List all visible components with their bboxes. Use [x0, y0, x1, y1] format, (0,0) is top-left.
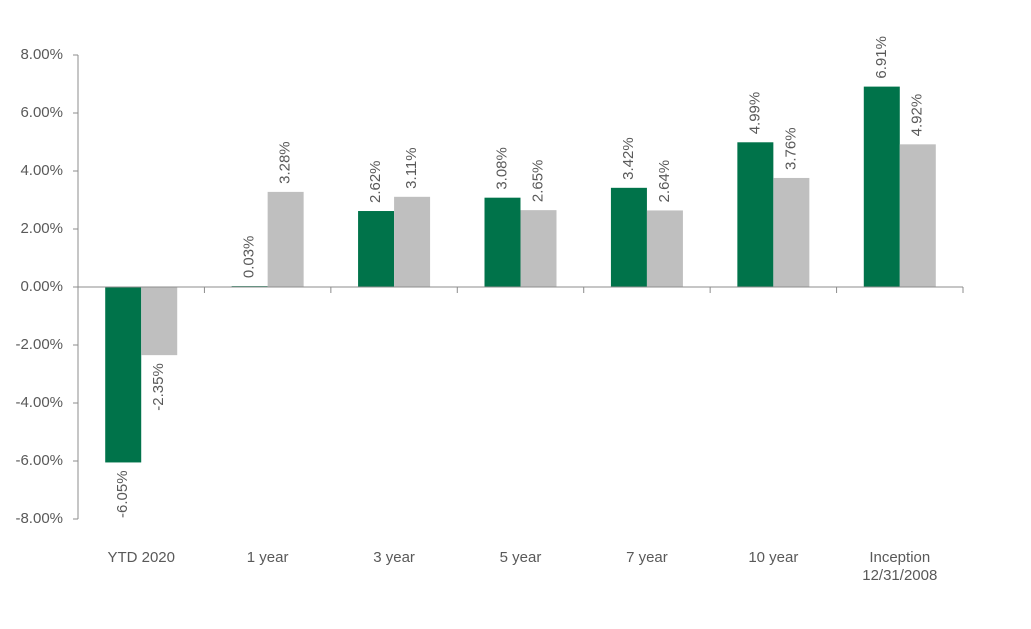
- x-tick-label: 5 year: [500, 549, 542, 566]
- y-tick-label: -4.00%: [15, 394, 63, 411]
- data-label: 3.08%: [493, 147, 510, 190]
- y-tick-label: 0.00%: [20, 278, 63, 295]
- y-tick-label: -2.00%: [15, 336, 63, 353]
- bar: [105, 287, 142, 463]
- data-label: 3.11%: [403, 147, 420, 188]
- bar: [520, 210, 557, 287]
- x-tick-label: 3 year: [373, 549, 415, 566]
- data-label: 2.62%: [367, 160, 384, 203]
- data-label: 4.99%: [746, 92, 763, 135]
- bar: [737, 142, 774, 287]
- x-tick-label: 7 year: [626, 549, 668, 566]
- bar: [358, 211, 395, 287]
- x-tick-label: 1 year: [247, 549, 289, 566]
- data-label: 2.64%: [656, 160, 673, 203]
- data-label: 3.76%: [782, 127, 799, 170]
- bar: [267, 191, 304, 287]
- x-tick-label: 10 year: [748, 549, 798, 566]
- data-label: 3.42%: [620, 137, 637, 180]
- x-tick-label: YTD 2020: [107, 549, 175, 566]
- data-label: 2.65%: [529, 160, 546, 203]
- bar: [141, 287, 178, 356]
- bar: [484, 197, 521, 287]
- data-label: 3.28%: [277, 141, 294, 184]
- data-label: 4.92%: [909, 94, 926, 137]
- data-label: 6.91%: [873, 36, 890, 79]
- y-tick-label: 8.00%: [20, 46, 63, 63]
- data-label: 0.03%: [241, 236, 258, 279]
- y-tick-label: 6.00%: [20, 104, 63, 121]
- bar: [773, 177, 810, 287]
- data-label: -6.05%: [114, 470, 131, 518]
- bar: [394, 196, 431, 287]
- x-tick-label: Inception 12/31/2008: [862, 549, 937, 584]
- y-tick-label: -8.00%: [15, 510, 63, 527]
- bar: [646, 210, 683, 287]
- bar: [863, 86, 900, 287]
- y-tick-label: 2.00%: [20, 220, 63, 237]
- bar: [610, 187, 647, 287]
- y-tick-label: -6.00%: [15, 452, 63, 469]
- data-label: -2.35%: [150, 363, 167, 411]
- y-tick-label: 4.00%: [20, 162, 63, 179]
- bar: [899, 144, 936, 287]
